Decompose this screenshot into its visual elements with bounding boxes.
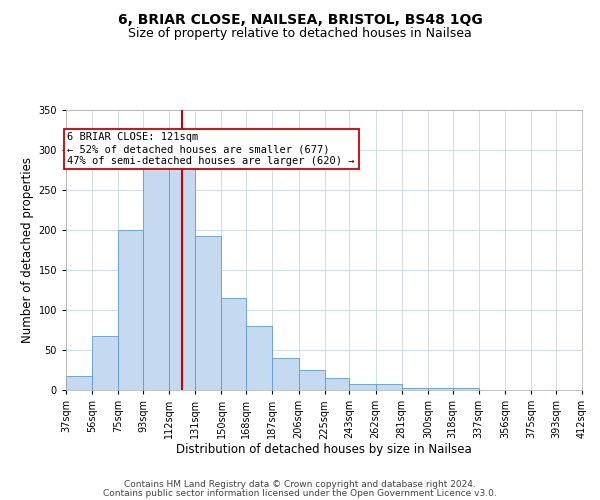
Text: 6, BRIAR CLOSE, NAILSEA, BRISTOL, BS48 1QG: 6, BRIAR CLOSE, NAILSEA, BRISTOL, BS48 1… bbox=[118, 12, 482, 26]
Bar bbox=[143, 168, 169, 390]
Bar bbox=[196, 236, 221, 390]
Bar bbox=[272, 358, 299, 390]
Bar bbox=[92, 336, 118, 390]
Text: Size of property relative to detached houses in Nailsea: Size of property relative to detached ho… bbox=[128, 28, 472, 40]
Y-axis label: Number of detached properties: Number of detached properties bbox=[21, 157, 34, 343]
Bar bbox=[376, 384, 402, 390]
Bar bbox=[428, 388, 452, 390]
Bar bbox=[452, 388, 479, 390]
Text: Contains HM Land Registry data © Crown copyright and database right 2024.: Contains HM Land Registry data © Crown c… bbox=[124, 480, 476, 489]
Bar bbox=[221, 298, 246, 390]
Bar bbox=[118, 230, 143, 390]
Text: Contains public sector information licensed under the Open Government Licence v3: Contains public sector information licen… bbox=[103, 489, 497, 498]
Text: 6 BRIAR CLOSE: 121sqm
← 52% of detached houses are smaller (677)
47% of semi-det: 6 BRIAR CLOSE: 121sqm ← 52% of detached … bbox=[67, 132, 355, 166]
Bar bbox=[66, 376, 92, 390]
Bar bbox=[169, 168, 196, 390]
Bar bbox=[246, 326, 272, 390]
Bar bbox=[325, 378, 349, 390]
Bar bbox=[402, 388, 428, 390]
Bar bbox=[299, 370, 325, 390]
Bar bbox=[349, 384, 376, 390]
X-axis label: Distribution of detached houses by size in Nailsea: Distribution of detached houses by size … bbox=[176, 442, 472, 456]
